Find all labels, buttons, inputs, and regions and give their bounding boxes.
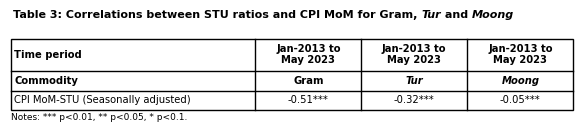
Text: Jan-2013 to: Jan-2013 to (488, 44, 552, 54)
Text: May 2023: May 2023 (493, 55, 547, 65)
Text: Commodity: Commodity (14, 76, 78, 86)
Text: Table 3: Correlations between STU ratios and CPI MoM for Gram,: Table 3: Correlations between STU ratios… (13, 10, 421, 20)
Text: and: and (441, 10, 472, 20)
Text: -0.32***: -0.32*** (394, 95, 434, 105)
Text: Tur: Tur (421, 10, 441, 20)
Text: Time period: Time period (14, 50, 82, 60)
Text: CPI MoM-STU (Seasonally adjusted): CPI MoM-STU (Seasonally adjusted) (14, 95, 190, 105)
Text: -0.05***: -0.05*** (500, 95, 541, 105)
Text: Notes: *** p<0.01, ** p<0.05, * p<0.1.: Notes: *** p<0.01, ** p<0.05, * p<0.1. (11, 113, 187, 122)
Text: Jan-2013 to: Jan-2013 to (276, 44, 340, 54)
Text: May 2023: May 2023 (281, 55, 335, 65)
Text: Gram: Gram (293, 76, 324, 86)
Text: Jan-2013 to: Jan-2013 to (382, 44, 446, 54)
Text: May 2023: May 2023 (387, 55, 441, 65)
Text: Tur: Tur (405, 76, 423, 86)
Text: Moong: Moong (472, 10, 514, 20)
Text: Moong: Moong (501, 76, 539, 86)
Text: -0.51***: -0.51*** (288, 95, 329, 105)
